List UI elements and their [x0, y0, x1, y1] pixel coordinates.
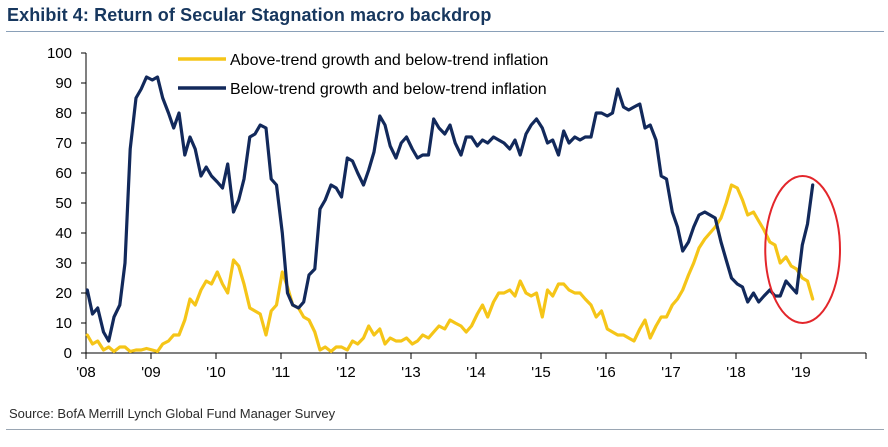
chart-title: Exhibit 4: Return of Secular Stagnation … — [7, 5, 492, 25]
x-tick-label: '16 — [596, 364, 616, 381]
series-below-trend-line — [85, 75, 815, 343]
x-tick-label: '18 — [726, 364, 746, 381]
x-tick-label: '14 — [466, 364, 486, 381]
y-tick-label: 30 — [55, 255, 72, 272]
y-tick-label: 80 — [55, 105, 72, 122]
y-tick-label: 70 — [55, 135, 72, 152]
y-tick-label: 40 — [55, 225, 72, 242]
x-tick-label: '09 — [141, 364, 161, 381]
series-lines — [85, 75, 815, 354]
legend-label: Above-trend growth and below-trend infla… — [230, 52, 548, 69]
source-note: Source: BofA Merrill Lynch Global Fund M… — [9, 406, 336, 421]
y-tick-label: 60 — [55, 165, 72, 182]
legend: Above-trend growth and below-trend infla… — [178, 52, 548, 98]
y-tick-label: 50 — [55, 195, 72, 212]
x-tick-label: '17 — [661, 364, 681, 381]
legend-label: Below-trend growth and below-trend infla… — [230, 81, 547, 98]
y-tick-label: 10 — [55, 315, 72, 332]
x-tick-label: '12 — [336, 364, 356, 381]
highlight-ellipse — [764, 175, 841, 324]
x-tick-label: '08 — [76, 364, 96, 381]
series-above-trend-line — [85, 183, 815, 354]
annotations — [764, 175, 841, 324]
title-divider — [6, 31, 884, 32]
y-tick-label: 100 — [47, 45, 72, 62]
axes: 0 10 20 30 40 50 60 70 80 90 100 '08 '09 '10 '11 '12 '13… — [47, 45, 867, 381]
x-tick-label: '15 — [531, 364, 551, 381]
x-tick-label: '10 — [206, 364, 226, 381]
y-tick-label: 90 — [55, 75, 72, 92]
footer-divider — [6, 429, 884, 430]
y-tick-label: 20 — [55, 285, 72, 302]
x-tick-label: '11 — [272, 364, 290, 381]
x-tick-label: '19 — [791, 364, 811, 381]
x-tick-label: '13 — [401, 364, 421, 381]
y-tick-label: 0 — [64, 345, 72, 362]
